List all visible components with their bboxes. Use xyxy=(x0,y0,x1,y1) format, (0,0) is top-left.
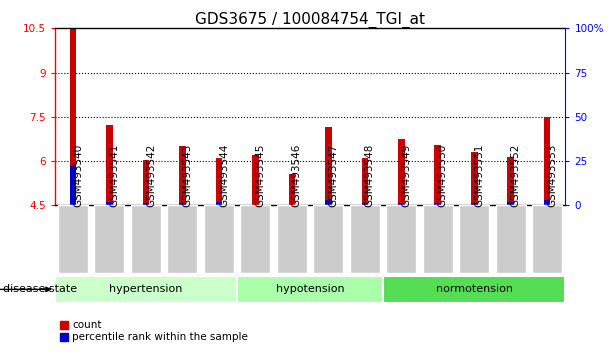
Bar xyxy=(70,28,76,205)
FancyBboxPatch shape xyxy=(277,205,307,273)
FancyBboxPatch shape xyxy=(167,205,198,273)
Bar xyxy=(216,202,222,205)
Text: normotension: normotension xyxy=(436,284,513,295)
Text: disease state: disease state xyxy=(3,284,77,295)
Text: GSM493545: GSM493545 xyxy=(255,144,265,207)
FancyBboxPatch shape xyxy=(383,276,565,303)
FancyBboxPatch shape xyxy=(55,276,237,303)
Title: GDS3675 / 100084754_TGI_at: GDS3675 / 100084754_TGI_at xyxy=(195,12,425,28)
Bar xyxy=(435,145,441,205)
Bar xyxy=(179,203,185,205)
FancyBboxPatch shape xyxy=(386,205,416,273)
Legend: count, percentile rank within the sample: count, percentile rank within the sample xyxy=(60,320,248,342)
Bar xyxy=(179,146,185,205)
Bar xyxy=(70,166,76,205)
FancyBboxPatch shape xyxy=(58,205,88,273)
Bar xyxy=(325,127,331,205)
Bar xyxy=(252,155,258,205)
FancyBboxPatch shape xyxy=(459,205,489,273)
Bar xyxy=(143,203,149,205)
Bar xyxy=(398,203,404,205)
FancyBboxPatch shape xyxy=(350,205,380,273)
Text: GSM493552: GSM493552 xyxy=(511,144,520,207)
Bar xyxy=(325,200,331,205)
Bar xyxy=(106,125,112,205)
FancyBboxPatch shape xyxy=(423,205,453,273)
Text: GSM493551: GSM493551 xyxy=(474,144,484,207)
FancyBboxPatch shape xyxy=(240,205,271,273)
FancyBboxPatch shape xyxy=(237,276,383,303)
Bar xyxy=(216,158,222,205)
Bar xyxy=(508,202,514,205)
Bar xyxy=(362,158,368,205)
Text: GSM493543: GSM493543 xyxy=(182,144,192,207)
Text: GSM493553: GSM493553 xyxy=(547,144,557,207)
Bar xyxy=(544,200,550,205)
Text: GSM493547: GSM493547 xyxy=(328,144,338,207)
FancyBboxPatch shape xyxy=(313,205,344,273)
Bar xyxy=(289,175,295,205)
Text: GSM493542: GSM493542 xyxy=(146,144,156,207)
Bar xyxy=(143,160,149,205)
Text: GSM493546: GSM493546 xyxy=(292,144,302,207)
Text: GSM493540: GSM493540 xyxy=(73,144,83,207)
Text: GSM493544: GSM493544 xyxy=(219,144,229,207)
Text: GSM493548: GSM493548 xyxy=(365,144,375,207)
Bar xyxy=(508,156,514,205)
Text: hypotension: hypotension xyxy=(276,284,344,295)
Text: GSM493550: GSM493550 xyxy=(438,144,447,207)
FancyBboxPatch shape xyxy=(204,205,234,273)
Bar xyxy=(362,203,368,205)
Bar xyxy=(544,117,550,205)
Bar xyxy=(435,203,441,205)
FancyBboxPatch shape xyxy=(94,205,125,273)
Bar xyxy=(471,152,477,205)
Text: GSM493541: GSM493541 xyxy=(109,144,119,207)
Text: GSM493549: GSM493549 xyxy=(401,144,411,207)
FancyBboxPatch shape xyxy=(532,205,562,273)
FancyBboxPatch shape xyxy=(496,205,526,273)
FancyBboxPatch shape xyxy=(131,205,161,273)
Bar xyxy=(471,203,477,205)
Bar xyxy=(106,202,112,205)
Bar xyxy=(398,139,404,205)
Text: hypertension: hypertension xyxy=(109,284,182,295)
